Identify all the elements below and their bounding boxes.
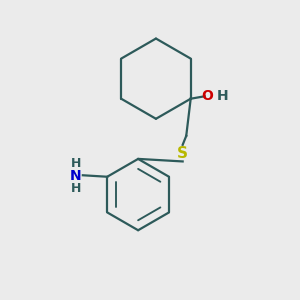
- Text: H: H: [71, 157, 81, 170]
- Text: H: H: [71, 182, 81, 195]
- Text: N: N: [70, 169, 82, 183]
- Text: S: S: [177, 146, 188, 160]
- Text: H: H: [217, 89, 228, 103]
- Text: O: O: [201, 89, 213, 103]
